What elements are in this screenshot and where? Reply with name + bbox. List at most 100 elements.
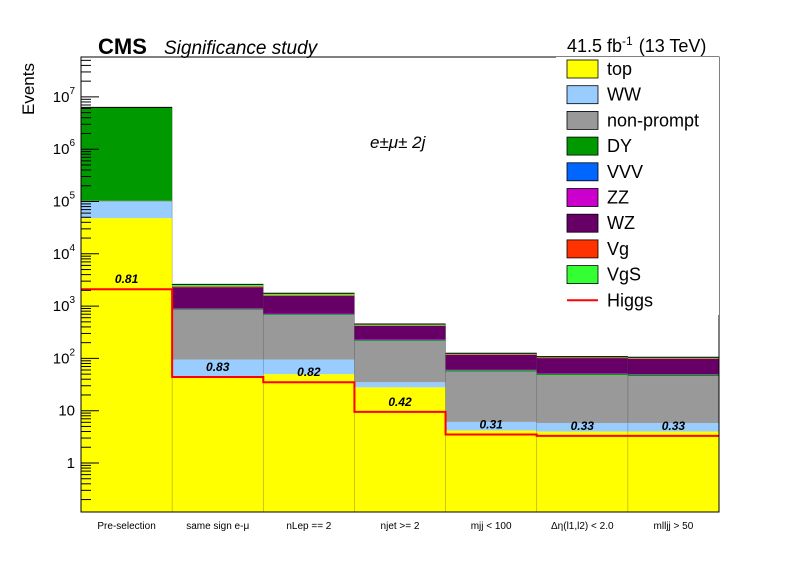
bar-zz-2 bbox=[172, 308, 264, 309]
bar-top-4 bbox=[354, 387, 446, 512]
bar-vgs-3 bbox=[263, 293, 355, 296]
y-tick-base: 10 bbox=[53, 350, 70, 367]
x-category-label-1: Pre-selection bbox=[97, 521, 155, 532]
bar-wz-7 bbox=[627, 358, 719, 375]
bar-dy-2 bbox=[172, 309, 264, 310]
y-tick-label: 107 bbox=[53, 86, 76, 106]
signal-line-higgs bbox=[81, 288, 719, 437]
y-tick-base: 10 bbox=[53, 194, 70, 211]
y-tick-label: 10 bbox=[58, 403, 75, 420]
legend-label-higgs: Higgs bbox=[607, 290, 653, 310]
bar-dy-6 bbox=[536, 374, 628, 376]
y-tick-label: 103 bbox=[53, 295, 76, 315]
bar-top-2 bbox=[172, 376, 264, 512]
y-tick-exponent: 6 bbox=[69, 138, 75, 149]
bar-ww-5 bbox=[445, 421, 537, 431]
legend-label-non-prompt: non-prompt bbox=[607, 110, 699, 130]
channel-annotation: e±μ± 2j bbox=[370, 133, 427, 152]
y-tick-base: 10 bbox=[53, 141, 70, 158]
bar-non-prompt-4 bbox=[354, 341, 446, 383]
bar-ww-1 bbox=[81, 201, 173, 219]
bar-vgs-4 bbox=[354, 323, 446, 326]
energy-value: (13 TeV) bbox=[639, 36, 707, 56]
luminosity-label: 41.5 fb-1 (13 TeV) bbox=[567, 34, 706, 56]
lumi-value: 41.5 fb bbox=[567, 36, 622, 56]
bar-non-prompt-3 bbox=[263, 315, 355, 360]
subtitle-label: Significance study bbox=[164, 38, 319, 59]
bar-vg-4 bbox=[354, 325, 446, 326]
bar-ww-6 bbox=[536, 423, 628, 432]
bar-wz-3 bbox=[263, 295, 355, 314]
bar-top-7 bbox=[627, 431, 719, 512]
lumi-exponent: -1 bbox=[622, 34, 633, 48]
bar-wz-2 bbox=[172, 287, 264, 309]
y-tick-base: 10 bbox=[58, 403, 75, 420]
bar-non-prompt-5 bbox=[445, 371, 537, 422]
significance-label-1: 0.81 bbox=[115, 272, 139, 286]
bar-dy-7 bbox=[627, 374, 719, 377]
stacked-bars bbox=[81, 106, 719, 512]
legend-label-vg: Vg bbox=[607, 239, 629, 259]
y-tick-exponent: 4 bbox=[69, 243, 75, 254]
bar-ww-7 bbox=[627, 423, 719, 432]
bar-non-prompt-1 bbox=[81, 200, 173, 202]
bar-vg-6 bbox=[536, 357, 628, 359]
x-category-label-4: njet >= 2 bbox=[381, 521, 420, 532]
bar-vg-2 bbox=[172, 286, 264, 288]
legend-label-top: top bbox=[607, 59, 632, 79]
bar-dy-1 bbox=[81, 107, 173, 201]
bar-vg-5 bbox=[445, 354, 537, 355]
bar-ww-4 bbox=[354, 382, 446, 388]
y-tick-base: 10 bbox=[53, 89, 70, 106]
bar-dy-5 bbox=[445, 370, 537, 372]
y-tick-base: 1 bbox=[67, 455, 75, 472]
legend-swatch-vg bbox=[566, 239, 599, 259]
significance-label-2: 0.83 bbox=[206, 360, 230, 374]
experiment-label: CMS bbox=[98, 34, 147, 59]
bar-non-prompt-6 bbox=[536, 375, 628, 424]
significance-label-5: 0.31 bbox=[479, 418, 503, 432]
bar-non-prompt-7 bbox=[627, 376, 719, 424]
legend-label-vgs: VgS bbox=[607, 265, 641, 285]
y-tick-exponent: 5 bbox=[69, 191, 75, 202]
legend-swatch-zz bbox=[566, 188, 599, 207]
y-tick-exponent: 7 bbox=[69, 86, 75, 97]
x-category-label-7: mlljj > 50 bbox=[654, 521, 694, 532]
legend-swatch-top bbox=[566, 59, 599, 79]
legend-swatch-vvv bbox=[566, 162, 599, 182]
y-axis-title: Events bbox=[19, 63, 38, 115]
significance-labels: 0.81 0.83 0.82 0.42 0.31 0.33 0.33 bbox=[115, 272, 686, 433]
bar-vg-7 bbox=[627, 358, 719, 359]
bar-dy-4 bbox=[354, 340, 446, 342]
significance-label-7: 0.33 bbox=[662, 419, 686, 433]
bar-top-3 bbox=[263, 374, 355, 512]
bar-wz-6 bbox=[536, 358, 628, 374]
bar-top-6 bbox=[536, 431, 628, 512]
bar-top-5 bbox=[445, 430, 537, 512]
legend-swatch-ww bbox=[566, 85, 599, 105]
legend-label-dy: DY bbox=[607, 136, 632, 156]
x-category-label-6: Δη(l1,l2) < 2.0 bbox=[551, 521, 614, 532]
y-tick-label: 104 bbox=[53, 243, 76, 263]
bar-vg-3 bbox=[263, 295, 355, 296]
legend-swatch-dy bbox=[566, 136, 599, 156]
legend-label-vvv: VVV bbox=[607, 162, 643, 182]
bar-wz-5 bbox=[445, 354, 537, 370]
signal-line-group bbox=[81, 288, 719, 437]
x-axis: Pre-selection same sign e-μ nLep == 2 njet … bbox=[97, 521, 693, 532]
y-tick-label: 105 bbox=[53, 191, 76, 211]
x-category-label-2: same sign e-μ bbox=[186, 521, 249, 532]
bar-vgs-2 bbox=[172, 284, 264, 287]
legend-swatch-non-prompt bbox=[566, 111, 599, 130]
bar-dy-3 bbox=[263, 314, 355, 316]
y-tick-exponent: 2 bbox=[69, 347, 75, 358]
y-tick-label: 106 bbox=[53, 138, 76, 158]
bar-top-1 bbox=[81, 218, 173, 512]
legend-swatch-vgs bbox=[566, 265, 599, 285]
bar-ww-3 bbox=[263, 359, 355, 375]
y-tick-label: 1 bbox=[67, 455, 75, 472]
significance-label-6: 0.33 bbox=[571, 419, 595, 433]
legend-label-wz: WZ bbox=[607, 213, 635, 233]
